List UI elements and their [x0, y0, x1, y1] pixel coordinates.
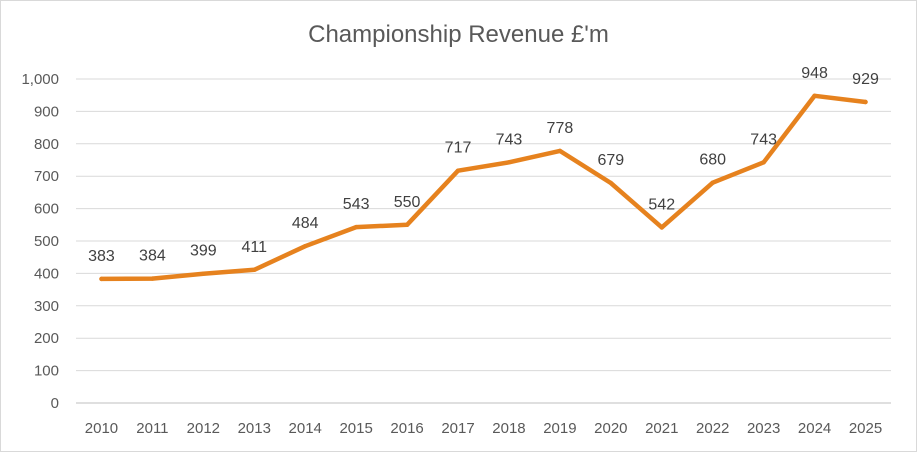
data-point — [761, 160, 766, 165]
y-tick-label: 500 — [34, 233, 59, 250]
x-tick-label: 2020 — [594, 420, 627, 437]
data-label: 484 — [292, 215, 319, 232]
data-label: 778 — [547, 120, 574, 137]
data-point — [303, 243, 308, 249]
data-label: 680 — [699, 152, 726, 169]
x-tick-label: 2024 — [798, 420, 831, 437]
x-tick-label: 2025 — [849, 420, 882, 437]
x-tick-label: 2021 — [645, 420, 678, 437]
x-tick-labels: 2010 2011 2012 2013 2014 2015 2016 2017 2018 2019… — [85, 420, 882, 437]
x-tick-label: 2019 — [543, 420, 576, 437]
data-label: 384 — [139, 248, 166, 265]
data-label: 743 — [496, 131, 523, 148]
data-label: 743 — [750, 131, 777, 148]
y-tick-labels: 0 100 200 300 400 500 600 700 800 900 1,000 — [21, 71, 59, 412]
x-tick-label: 2023 — [747, 420, 780, 437]
data-label: 411 — [242, 239, 268, 256]
data-point — [252, 267, 257, 273]
y-tick-label: 1,000 — [21, 71, 59, 88]
data-label: 679 — [597, 152, 624, 169]
y-tick-label: 200 — [34, 330, 59, 347]
data-point — [201, 271, 206, 276]
x-tick-label: 2017 — [441, 420, 474, 437]
data-label: 383 — [88, 248, 115, 265]
data-point — [455, 168, 461, 173]
chart-title: Championship Revenue £'m — [308, 21, 609, 48]
data-label: 948 — [801, 65, 828, 82]
y-tick-label: 600 — [34, 201, 59, 218]
x-tick-label: 2014 — [289, 420, 322, 437]
y-tick-label: 900 — [34, 103, 59, 120]
data-label: 399 — [190, 243, 217, 260]
x-tick-label: 2013 — [238, 420, 271, 437]
data-label: 717 — [445, 140, 472, 157]
data-point — [812, 93, 817, 99]
data-label: 929 — [852, 71, 879, 88]
x-tick-label: 2010 — [85, 420, 118, 437]
series-line — [99, 93, 868, 282]
data-point — [404, 222, 410, 227]
data-point — [608, 180, 614, 186]
x-tick-label: 2011 — [136, 420, 168, 437]
data-labels: 383 384 399 411 484 543 550 717 743 778 679 542 680 7… — [88, 65, 879, 265]
y-tick-label: 700 — [34, 168, 59, 185]
x-tick-label: 2015 — [339, 420, 372, 437]
series-layer — [99, 93, 868, 282]
data-point — [506, 160, 512, 165]
x-tick-label: 2016 — [390, 420, 423, 437]
y-tick-label: 0 — [51, 395, 59, 412]
y-tick-label: 100 — [34, 363, 59, 380]
y-tick-label: 800 — [34, 136, 59, 153]
data-label: 542 — [648, 196, 675, 213]
data-point — [863, 99, 868, 105]
x-tick-label: 2018 — [492, 420, 525, 437]
gridlines — [76, 78, 891, 404]
data-point — [99, 276, 104, 282]
data-label: 543 — [343, 196, 370, 213]
x-tick-label: 2022 — [696, 420, 729, 437]
data-point — [710, 180, 715, 185]
y-tick-label: 300 — [34, 298, 59, 315]
data-label: 550 — [394, 194, 421, 211]
x-tick-label: 2012 — [187, 420, 220, 437]
data-point — [557, 148, 563, 154]
data-point — [150, 276, 155, 281]
y-tick-label: 400 — [34, 265, 59, 282]
data-point — [659, 225, 664, 230]
data-point — [353, 224, 359, 230]
